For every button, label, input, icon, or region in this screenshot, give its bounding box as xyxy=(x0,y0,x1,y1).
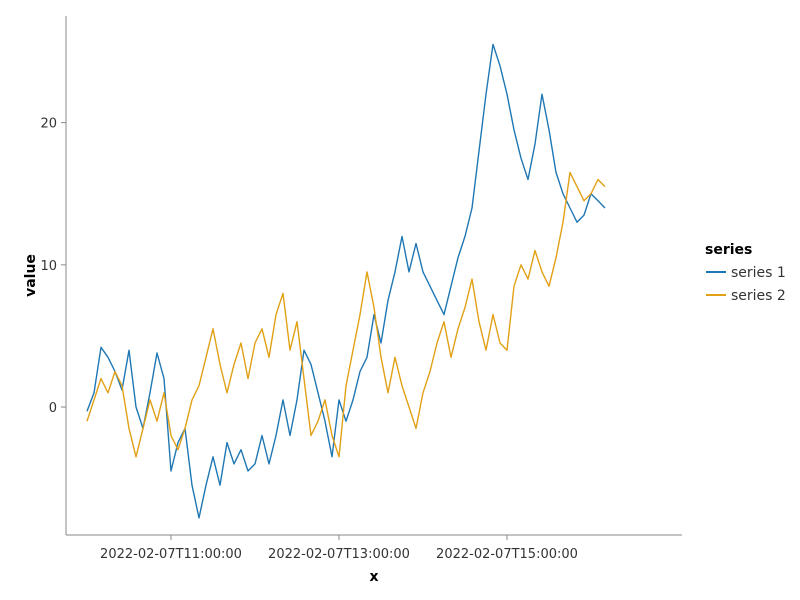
x-tick-label: 2022-02-07T15:00:00 xyxy=(436,547,578,562)
series-1-line xyxy=(86,43,606,519)
y-tick-label: 0 xyxy=(49,401,57,416)
legend-label-series-1: series 1 xyxy=(731,265,786,281)
x-axis-title: x xyxy=(369,569,378,585)
series-2-line xyxy=(86,171,606,458)
series-lines xyxy=(86,43,606,519)
y-tick-label: 20 xyxy=(40,117,57,132)
plot-area: 0 10 20 2022-02-07T11:00:00 2022-02-07T13:0… xyxy=(40,16,682,562)
y-axis-ticks: 0 10 20 xyxy=(40,117,66,416)
y-axis-title: value xyxy=(23,254,39,297)
x-tick-label: 2022-02-07T11:00:00 xyxy=(100,547,242,562)
x-tick-label: 2022-02-07T13:00:00 xyxy=(268,547,410,562)
x-axis-ticks: 2022-02-07T11:00:00 2022-02-07T13:00:00 20… xyxy=(100,535,578,562)
legend-title: series xyxy=(705,242,752,258)
legend: series series 1 series 2 xyxy=(705,242,786,304)
legend-label-series-2: series 2 xyxy=(731,288,786,304)
y-tick-label: 10 xyxy=(40,259,57,274)
